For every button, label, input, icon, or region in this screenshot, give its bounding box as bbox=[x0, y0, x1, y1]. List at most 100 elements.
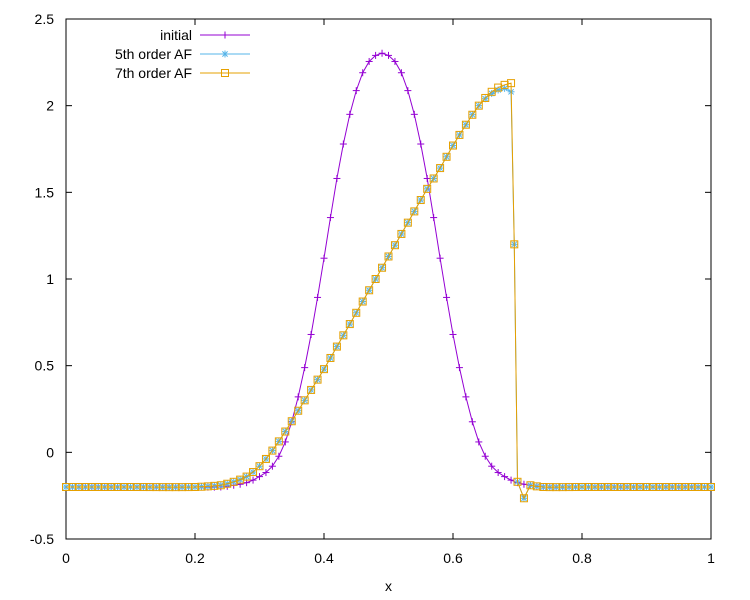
plot-frame bbox=[65, 18, 712, 540]
data-point-0 bbox=[443, 293, 451, 301]
data-point-2 bbox=[113, 483, 122, 491]
series-line-0 bbox=[66, 52, 711, 488]
legend: initial 5th order AF 7th order AF bbox=[115, 27, 250, 81]
data-point-0 bbox=[333, 174, 341, 182]
data-point-2 bbox=[513, 477, 522, 486]
data-point-2 bbox=[687, 483, 696, 491]
data-point-2 bbox=[261, 454, 270, 463]
data-point-2 bbox=[191, 483, 199, 491]
data-point-2 bbox=[510, 240, 519, 249]
data-point-2 bbox=[223, 479, 232, 488]
data-point-2 bbox=[100, 483, 109, 491]
data-point-0 bbox=[256, 473, 263, 481]
data-point-0 bbox=[262, 469, 270, 477]
data-point-2 bbox=[352, 308, 361, 317]
data-point-2 bbox=[674, 483, 683, 491]
data-point-2 bbox=[539, 483, 548, 491]
data-point-0 bbox=[268, 462, 276, 470]
series-markers-1 bbox=[62, 84, 715, 502]
data-point-0 bbox=[475, 438, 483, 446]
data-point-0 bbox=[449, 330, 457, 338]
data-point-2 bbox=[268, 446, 277, 455]
data-point-2 bbox=[300, 396, 309, 405]
data-point-0 bbox=[417, 140, 425, 148]
data-point-2 bbox=[332, 342, 341, 351]
data-point-2 bbox=[636, 483, 645, 491]
data-point-2 bbox=[468, 110, 477, 119]
data-point-0 bbox=[346, 110, 354, 118]
data-point-2 bbox=[668, 483, 677, 491]
data-point-0 bbox=[462, 393, 470, 401]
data-point-2 bbox=[623, 483, 632, 491]
legend-swatch-marker-2 bbox=[221, 69, 229, 77]
data-point-2 bbox=[500, 80, 509, 89]
data-point-2 bbox=[403, 218, 412, 227]
data-point-2 bbox=[158, 483, 167, 492]
data-point-2 bbox=[139, 483, 148, 492]
data-point-0 bbox=[436, 254, 444, 262]
data-point-2 bbox=[494, 83, 503, 92]
data-point-0 bbox=[281, 438, 289, 446]
data-point-2 bbox=[242, 472, 251, 481]
data-point-0 bbox=[301, 364, 309, 372]
data-point-2 bbox=[287, 417, 296, 426]
data-point-2 bbox=[87, 483, 96, 491]
data-point-2 bbox=[165, 483, 174, 492]
series-markers-2 bbox=[62, 79, 715, 503]
data-point-2 bbox=[74, 483, 83, 491]
data-point-2 bbox=[519, 494, 528, 503]
data-point-2 bbox=[681, 483, 690, 491]
data-point-0 bbox=[385, 51, 392, 59]
data-point-2 bbox=[429, 174, 438, 183]
data-point-0 bbox=[249, 476, 257, 484]
data-point-2 bbox=[339, 331, 348, 340]
data-point-2 bbox=[378, 263, 387, 272]
data-point-0 bbox=[404, 87, 412, 95]
data-point-2 bbox=[320, 365, 328, 374]
data-point-2 bbox=[661, 483, 670, 491]
data-point-2 bbox=[229, 477, 238, 486]
data-point-2 bbox=[358, 297, 367, 306]
y-tick-group: -0.5 0 0.5 1 1.5 2 2.5 bbox=[30, 11, 711, 547]
data-point-2 bbox=[487, 87, 496, 96]
data-point-2 bbox=[532, 482, 541, 491]
data-point-2 bbox=[507, 79, 516, 88]
data-point-2 bbox=[449, 141, 457, 150]
data-point-2 bbox=[132, 483, 141, 492]
data-point-0 bbox=[468, 418, 476, 426]
data-point-2 bbox=[436, 164, 445, 173]
data-point-2 bbox=[120, 483, 129, 491]
y-tick-label: 0.5 bbox=[35, 358, 55, 374]
data-point-2 bbox=[171, 483, 180, 492]
y-tick-label: 1.5 bbox=[35, 184, 55, 200]
data-point-0 bbox=[339, 140, 347, 148]
data-point-2 bbox=[126, 483, 135, 491]
data-point-2 bbox=[107, 483, 116, 491]
data-point-0 bbox=[481, 452, 489, 460]
data-point-2 bbox=[62, 483, 70, 491]
data-point-2 bbox=[390, 241, 399, 250]
data-point-0 bbox=[275, 452, 283, 460]
data-point-2 bbox=[474, 101, 483, 110]
data-point-0 bbox=[507, 476, 515, 484]
data-point-2 bbox=[203, 482, 212, 491]
data-point-0 bbox=[307, 330, 315, 338]
data-point-2 bbox=[416, 196, 425, 205]
series-group bbox=[62, 49, 715, 503]
data-point-2 bbox=[281, 427, 290, 436]
data-point-2 bbox=[461, 120, 470, 129]
data-point-2 bbox=[616, 483, 625, 491]
data-point-0 bbox=[501, 473, 509, 481]
data-point-2 bbox=[249, 468, 258, 477]
data-point-2 bbox=[184, 483, 193, 492]
x-tick-group: 0 0.2 0.4 0.6 0.8 1 bbox=[62, 19, 715, 566]
data-point-0 bbox=[410, 110, 418, 118]
series-line-1 bbox=[66, 87, 711, 500]
data-point-2 bbox=[552, 483, 561, 492]
x-tick-label: 0.2 bbox=[185, 550, 205, 566]
data-point-2 bbox=[648, 483, 657, 491]
data-point-2 bbox=[700, 483, 709, 491]
legend-label-1: 5th order AF bbox=[115, 46, 192, 62]
data-point-2 bbox=[584, 483, 593, 491]
x-tick-label: 0.6 bbox=[443, 550, 463, 566]
